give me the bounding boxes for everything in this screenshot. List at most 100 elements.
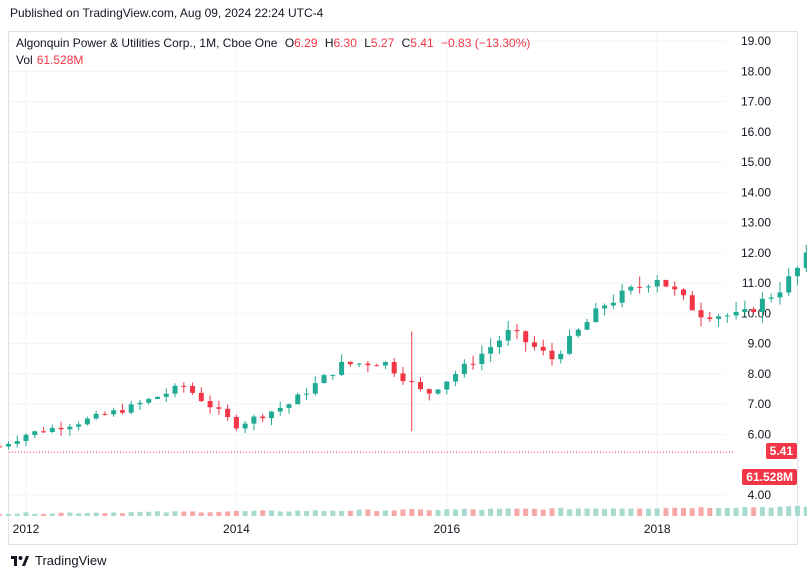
tradingview-brand: TradingView [35, 553, 107, 568]
y-tick-label: 8.00 [748, 367, 772, 381]
volume-bar [32, 513, 38, 516]
tradingview-footer[interactable]: TradingView [10, 553, 107, 568]
volume-bar [155, 511, 160, 516]
candle-body [146, 398, 152, 403]
volume-bar [523, 508, 529, 516]
volume-bar [207, 512, 213, 516]
candle-body [759, 298, 765, 312]
candle-body [286, 404, 292, 408]
y-tick-label: 4.00 [748, 488, 772, 502]
volume-bar [216, 511, 222, 516]
candle-body [391, 362, 397, 374]
y-tick-label: 16.00 [741, 125, 771, 139]
candle-body [540, 346, 546, 351]
volume-bar [260, 510, 266, 516]
volume-bar [41, 513, 47, 516]
volume-bar [14, 513, 20, 516]
volume-bar [453, 509, 459, 516]
candle-body [435, 389, 441, 394]
candle-body [339, 361, 345, 375]
candle-body [5, 443, 11, 447]
volume-bar [610, 508, 616, 516]
candle-body [742, 309, 748, 312]
legend-close-label: C [401, 36, 411, 50]
y-tick-label: 9.00 [748, 337, 772, 351]
candle-body [470, 363, 476, 365]
volume-bar [444, 509, 450, 516]
candle-body [645, 286, 651, 288]
volume-bar [470, 509, 476, 516]
volume-bar [304, 511, 310, 516]
volume-bar [479, 509, 485, 516]
candle-body [698, 310, 704, 318]
volume-bar [786, 506, 792, 516]
volume-bar [803, 506, 807, 516]
volume-bar [418, 509, 423, 516]
volume-bar [514, 508, 520, 516]
candle-body [637, 286, 643, 288]
candle-body [400, 373, 406, 382]
candle-body [575, 329, 581, 336]
legend-open-label: O [284, 36, 295, 50]
volume-bar [49, 513, 55, 516]
y-tick-label: 19.00 [741, 34, 771, 48]
candle-body [119, 410, 125, 413]
candle-body [14, 440, 20, 444]
candle-body [418, 381, 423, 390]
candle-body [496, 340, 502, 348]
candle-body [233, 416, 239, 429]
volume-bar [681, 507, 686, 516]
candle-body [216, 407, 222, 409]
chart-frame [8, 31, 798, 545]
candle-body [155, 396, 160, 399]
volume-bar [0, 514, 3, 516]
candle-body [181, 385, 187, 387]
volume-bar [391, 510, 397, 516]
candle-body [426, 389, 432, 394]
volume-bar [102, 513, 108, 516]
tradingview-logo-icon [11, 555, 29, 566]
candle-body [198, 392, 204, 402]
candle-body [321, 375, 327, 384]
candle-body [672, 286, 678, 290]
volume-bar [181, 511, 187, 516]
volume-bar [356, 509, 362, 516]
volume-bar [400, 509, 406, 516]
volume-bar [119, 513, 125, 516]
volume-bar [575, 508, 581, 516]
chart-legend: Algonquin Power & Utilities Corp., 1M, C… [16, 36, 530, 50]
volume-bar [339, 510, 345, 516]
volume-bar [768, 507, 774, 516]
volume-bar [286, 511, 292, 516]
candle-body [786, 276, 792, 293]
candle-body [794, 267, 800, 277]
volume-bar [707, 507, 713, 516]
candle-body [803, 252, 807, 268]
volume-bar [426, 510, 432, 516]
candle-body [619, 290, 625, 303]
volume-bar [672, 507, 678, 516]
volume-bar [496, 508, 502, 516]
candle-body [610, 302, 616, 306]
candle-body [444, 381, 450, 390]
candle-body [23, 434, 29, 441]
volume-bar [593, 508, 599, 516]
volume-bar [716, 508, 722, 516]
candle-body [67, 426, 73, 430]
y-tick-label: 13.00 [741, 216, 771, 230]
volume-bar [628, 508, 634, 516]
volume-bar [549, 508, 555, 516]
candle-body [523, 331, 529, 343]
volume-bar [347, 510, 353, 516]
candle-body [479, 353, 485, 364]
candle-body [602, 305, 608, 309]
volume-bar [321, 510, 327, 516]
volume-bar [540, 509, 546, 516]
x-tick-label: 2018 [644, 522, 671, 536]
candle-body [567, 335, 573, 354]
candle-body [356, 363, 362, 365]
y-tick-label: 18.00 [741, 64, 771, 78]
volume-bar [654, 508, 660, 516]
volume-bar [190, 511, 196, 516]
